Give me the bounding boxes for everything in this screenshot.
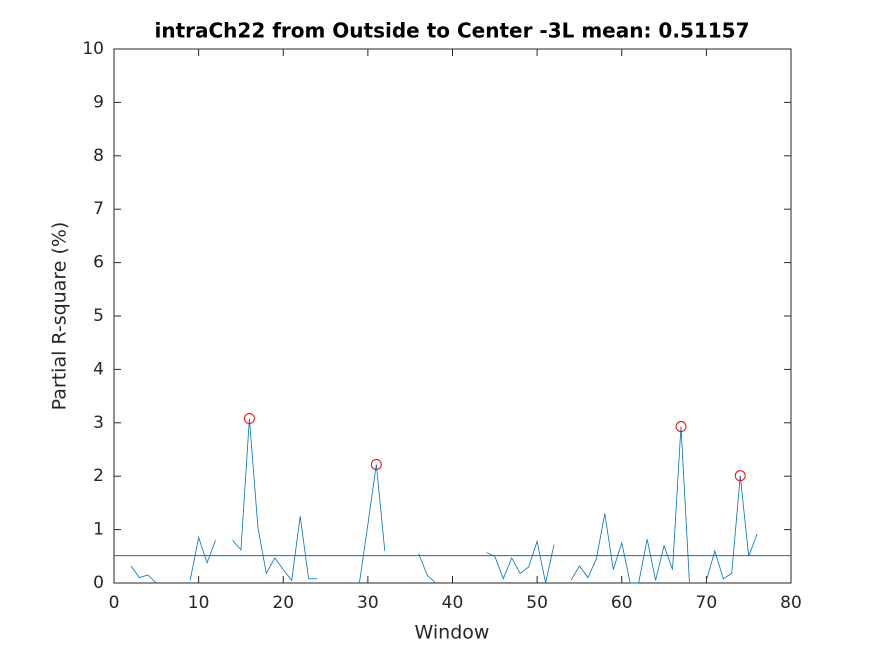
- y-tick-label: 0: [93, 573, 104, 593]
- peak-marker: [675, 421, 687, 433]
- data-line: [130, 418, 758, 584]
- peak-marker: [734, 470, 746, 482]
- x-tick-label: 60: [611, 593, 633, 613]
- x-tick-label: 40: [442, 593, 464, 613]
- plot-box: [113, 48, 792, 584]
- x-axis-label: Window: [415, 622, 490, 644]
- x-tick-label: 10: [188, 593, 210, 613]
- y-tick-label: 10: [82, 39, 104, 59]
- chart-title: intraCh22 from Outside to Center -3L mea…: [154, 19, 749, 43]
- y-tick-label: 5: [93, 306, 104, 326]
- x-tick-label: 20: [272, 593, 294, 613]
- y-tick-label: 1: [93, 520, 104, 540]
- y-tick-label: 4: [93, 359, 104, 379]
- y-tick-label: 8: [93, 146, 104, 166]
- x-tick-label: 50: [526, 593, 548, 613]
- x-tick-label: 0: [109, 593, 120, 613]
- x-tick-label: 70: [696, 593, 718, 613]
- y-tick-label: 2: [93, 466, 104, 486]
- y-tick-label: 3: [93, 413, 104, 433]
- x-tick-label: 30: [357, 593, 379, 613]
- y-tick-label: 7: [93, 199, 104, 219]
- y-tick-label: 9: [93, 92, 104, 112]
- y-axis-label: Partial R-square (%): [49, 222, 71, 411]
- x-tick-label: 80: [780, 593, 802, 613]
- peak-marker: [370, 458, 382, 470]
- peak-marker: [243, 413, 255, 425]
- y-tick-label: 6: [93, 253, 104, 273]
